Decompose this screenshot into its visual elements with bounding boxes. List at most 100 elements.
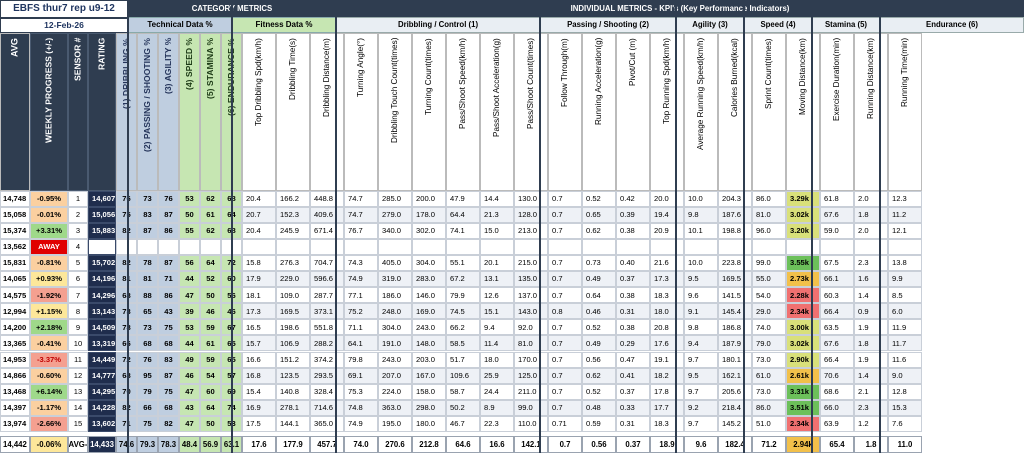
data-cell: 0.47: [616, 351, 650, 368]
data-cell: 20.4: [242, 223, 276, 240]
data-cell: 54: [200, 367, 221, 384]
footer-cell: 64.6: [446, 436, 480, 453]
data-cell: 0.7: [548, 255, 582, 272]
data-cell: 7: [68, 287, 88, 304]
data-cell: 17.5: [242, 415, 276, 432]
data-cell: 9.7: [684, 415, 718, 432]
data-cell: 704.7: [310, 255, 344, 272]
data-cell: 12.8: [888, 383, 922, 400]
data-cell: 78: [137, 255, 158, 272]
data-cell: 82: [116, 255, 137, 272]
footer-cell: 74.6: [116, 436, 137, 453]
data-cell: 3.31k: [786, 383, 820, 400]
data-cell: 714.6: [310, 399, 344, 416]
data-cell: 13.8: [888, 255, 922, 272]
footer-cell: 71.2: [752, 436, 786, 453]
data-cell: 15.7: [242, 335, 276, 352]
data-cell: 20.0: [650, 191, 684, 208]
data-cell: 50: [200, 287, 221, 304]
data-cell: 13,974: [0, 415, 30, 432]
data-cell: 12: [68, 367, 88, 384]
data-cell: 15.3: [888, 399, 922, 416]
group-separator: [879, 0, 881, 453]
data-cell: 1.9: [854, 319, 888, 336]
data-cell: 83: [158, 351, 179, 368]
data-cell: 54.0: [752, 287, 786, 304]
data-cell: 187.9: [718, 335, 752, 352]
data-cell: 81: [116, 271, 137, 288]
data-cell: 63.5: [820, 319, 854, 336]
data-cell: 7.6: [888, 415, 922, 432]
data-cell: 13,468: [0, 383, 30, 400]
data-cell: 0.40: [616, 255, 650, 272]
data-cell: 17.6: [650, 335, 684, 352]
data-cell: 0.64: [582, 287, 616, 304]
data-cell: [616, 239, 650, 256]
group-separator: [811, 0, 813, 453]
data-cell: 152.3: [276, 207, 310, 224]
data-cell: 64: [200, 399, 221, 416]
data-cell: 75.3: [344, 383, 378, 400]
data-cell: 55: [179, 223, 200, 240]
data-cell: 15.8: [242, 255, 276, 272]
data-cell: 77.1: [344, 287, 378, 304]
footer-cell: 14,433: [88, 436, 116, 453]
footer-cell: 212.8: [412, 436, 446, 453]
data-cell: 61.0: [752, 367, 786, 384]
data-cell: 448.8: [310, 191, 344, 208]
rating-cell: [88, 239, 116, 256]
data-cell: 20.8: [650, 319, 684, 336]
data-cell: 9.7: [684, 383, 718, 400]
data-cell: 51.0: [752, 415, 786, 432]
data-cell: 2.90k: [786, 351, 820, 368]
data-cell: 86.0: [752, 399, 786, 416]
col-header: Pass/Shoot Acceleration(g): [480, 33, 514, 191]
group-separator: [127, 0, 129, 453]
data-cell: 245.9: [276, 223, 310, 240]
data-cell: 73: [137, 319, 158, 336]
data-cell: 0.33: [616, 399, 650, 416]
data-cell: 14.4: [480, 191, 514, 208]
data-cell: 4: [68, 239, 88, 256]
data-cell: 0.38: [616, 319, 650, 336]
data-cell: 92.0: [514, 319, 548, 336]
data-cell: 0.56: [582, 351, 616, 368]
data-cell: 19.4: [650, 207, 684, 224]
data-cell: 56: [179, 255, 200, 272]
data-cell: 17.3: [242, 303, 276, 320]
rating-cell: 14,607: [88, 191, 116, 208]
data-cell: 2.34k: [786, 415, 820, 432]
col-header: Pass/Shoot Speed(km/h): [446, 33, 480, 191]
data-cell: [378, 239, 412, 256]
data-cell: 2.0: [854, 191, 888, 208]
data-cell: 55.1: [446, 255, 480, 272]
data-cell: 0.52: [582, 191, 616, 208]
data-cell: 0.7: [548, 399, 582, 416]
data-cell: 186.8: [718, 319, 752, 336]
footer-cell: 65.4: [820, 436, 854, 453]
data-cell: 9: [68, 319, 88, 336]
data-cell: 67.6: [820, 335, 854, 352]
data-cell: 1.9: [854, 351, 888, 368]
data-cell: 58.5: [446, 335, 480, 352]
data-cell: 12.1: [888, 223, 922, 240]
data-cell: 0.52: [582, 319, 616, 336]
data-cell: 82: [116, 223, 137, 240]
data-cell: [718, 239, 752, 256]
data-cell: 61: [200, 207, 221, 224]
data-cell: 10.1: [684, 223, 718, 240]
data-cell: 9.0: [888, 367, 922, 384]
data-cell: 71: [116, 415, 137, 432]
data-cell: 18.3: [650, 287, 684, 304]
weekly-progress-cell: -0.60%: [30, 367, 68, 384]
data-cell: 9.6: [684, 287, 718, 304]
data-cell: 195.0: [378, 415, 412, 432]
data-cell: 66.2: [446, 319, 480, 336]
data-cell: 9.8: [684, 207, 718, 224]
data-cell: 69.1: [344, 367, 378, 384]
data-cell: 18.1: [242, 287, 276, 304]
data-cell: 14,575: [0, 287, 30, 304]
data-cell: 0.7: [548, 367, 582, 384]
data-cell: 363.0: [378, 399, 412, 416]
footer-cell: 17.6: [242, 436, 276, 453]
